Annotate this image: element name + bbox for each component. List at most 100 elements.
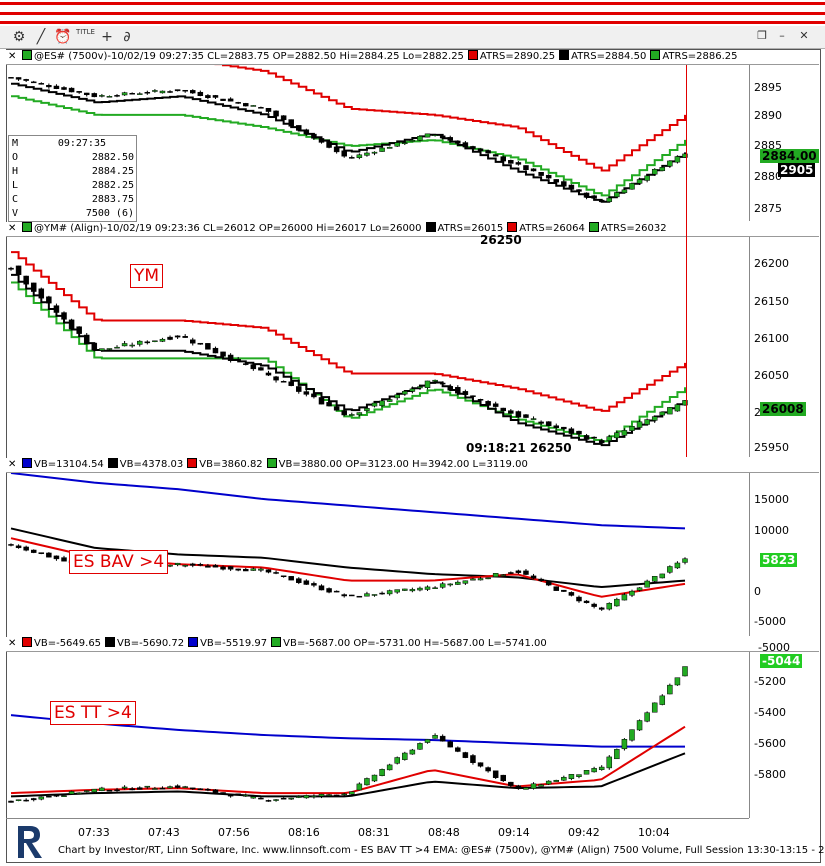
candle (644, 419, 650, 425)
candle (477, 578, 484, 581)
candle (523, 165, 529, 170)
minimize-icon[interactable]: – (779, 29, 785, 42)
quote-key: H (12, 166, 19, 177)
candle (197, 564, 204, 566)
candle (492, 403, 499, 407)
pane-header-tt: ✕ VB=-5649.65 VB=-5690.72 VB=-5519.97 VB=-56… (6, 637, 819, 652)
candle (568, 592, 575, 596)
ym-annotation: YM (130, 264, 164, 288)
quote-key: L (12, 180, 19, 191)
candle (409, 749, 416, 755)
candle (303, 795, 310, 799)
candle (121, 92, 128, 96)
candle (606, 436, 613, 441)
series-line (10, 725, 686, 795)
candle (523, 787, 529, 790)
candle (477, 148, 484, 152)
candle (46, 85, 52, 88)
candle (333, 590, 340, 593)
candle (220, 351, 226, 357)
candle (68, 87, 75, 93)
candle (129, 344, 135, 347)
title-icon[interactable]: TITLE (76, 28, 95, 36)
close-pane-icon[interactable]: ✕ (8, 51, 17, 62)
candle (144, 92, 151, 94)
candle (280, 575, 287, 578)
candle (439, 735, 446, 742)
candle (8, 544, 14, 546)
candle (651, 576, 658, 582)
time-tick: 07:33 (78, 826, 110, 839)
pane-header-text: @ES# (7500v)-10/02/19 09:27:35 CL=2883.7… (34, 51, 464, 62)
candle (508, 781, 514, 786)
candle (76, 792, 82, 795)
cursor-line (686, 65, 687, 457)
candle (136, 93, 143, 95)
candle (583, 770, 590, 775)
candle (167, 336, 173, 340)
candle (197, 788, 204, 790)
candle (439, 135, 446, 139)
candle (144, 785, 151, 788)
alarm-icon[interactable]: ⏰ (54, 29, 72, 45)
candle (212, 95, 219, 98)
time-tick: 07:56 (218, 826, 250, 839)
candle (659, 695, 666, 705)
close-pane-icon[interactable]: ✕ (8, 459, 17, 470)
candle (644, 712, 650, 722)
candle (424, 586, 431, 590)
ym-bottom-label: 09:18:21 26250 (466, 441, 572, 455)
close-pane-icon[interactable]: ✕ (8, 223, 17, 234)
fib-icon[interactable]: ∂ (123, 29, 131, 45)
candle (326, 588, 332, 593)
candle (205, 789, 211, 791)
candle (674, 677, 681, 686)
candle (190, 563, 196, 566)
candle (30, 798, 37, 801)
es-price-plot[interactable] (7, 65, 748, 221)
legend-swatch (188, 637, 199, 647)
candle (68, 791, 75, 795)
es-tt-plot[interactable] (7, 652, 748, 818)
candle (318, 585, 325, 591)
candle (667, 684, 673, 695)
candle (136, 340, 143, 345)
candle (568, 428, 575, 434)
candle (235, 359, 241, 361)
candle (636, 179, 643, 184)
ym-price-plot[interactable] (7, 237, 748, 457)
candle (174, 785, 181, 788)
close-pane-icon[interactable]: ✕ (8, 638, 17, 649)
crosshair-icon[interactable]: + (101, 29, 113, 45)
time-tick: 07:43 (148, 826, 180, 839)
tick-label: -5400 (754, 706, 786, 719)
candle (455, 581, 461, 585)
draw-line-icon[interactable]: ╱ (36, 29, 46, 45)
candle (379, 769, 385, 776)
candle (515, 785, 522, 789)
restore-icon[interactable]: ❐ (757, 29, 767, 42)
tick-label: -5600 (754, 737, 786, 750)
candle (674, 562, 681, 569)
candle (61, 87, 67, 90)
candle (598, 607, 605, 610)
candle (220, 566, 226, 570)
candle (205, 95, 211, 99)
candle (265, 569, 272, 573)
candle (205, 565, 211, 568)
candle (371, 594, 378, 596)
candle (280, 797, 287, 800)
tick-label: 10000 (754, 524, 789, 537)
candle (258, 797, 264, 800)
candle (227, 98, 234, 102)
candle (576, 596, 582, 602)
candle (46, 296, 52, 304)
gear-icon[interactable]: ⚙ (12, 29, 26, 45)
tt-annotation: ES TT >4 (50, 701, 136, 725)
candle (598, 440, 605, 444)
candle (341, 410, 347, 416)
candle (500, 407, 506, 412)
candle (576, 189, 582, 192)
close-icon[interactable]: ✕ (799, 29, 809, 42)
candle (273, 376, 279, 381)
